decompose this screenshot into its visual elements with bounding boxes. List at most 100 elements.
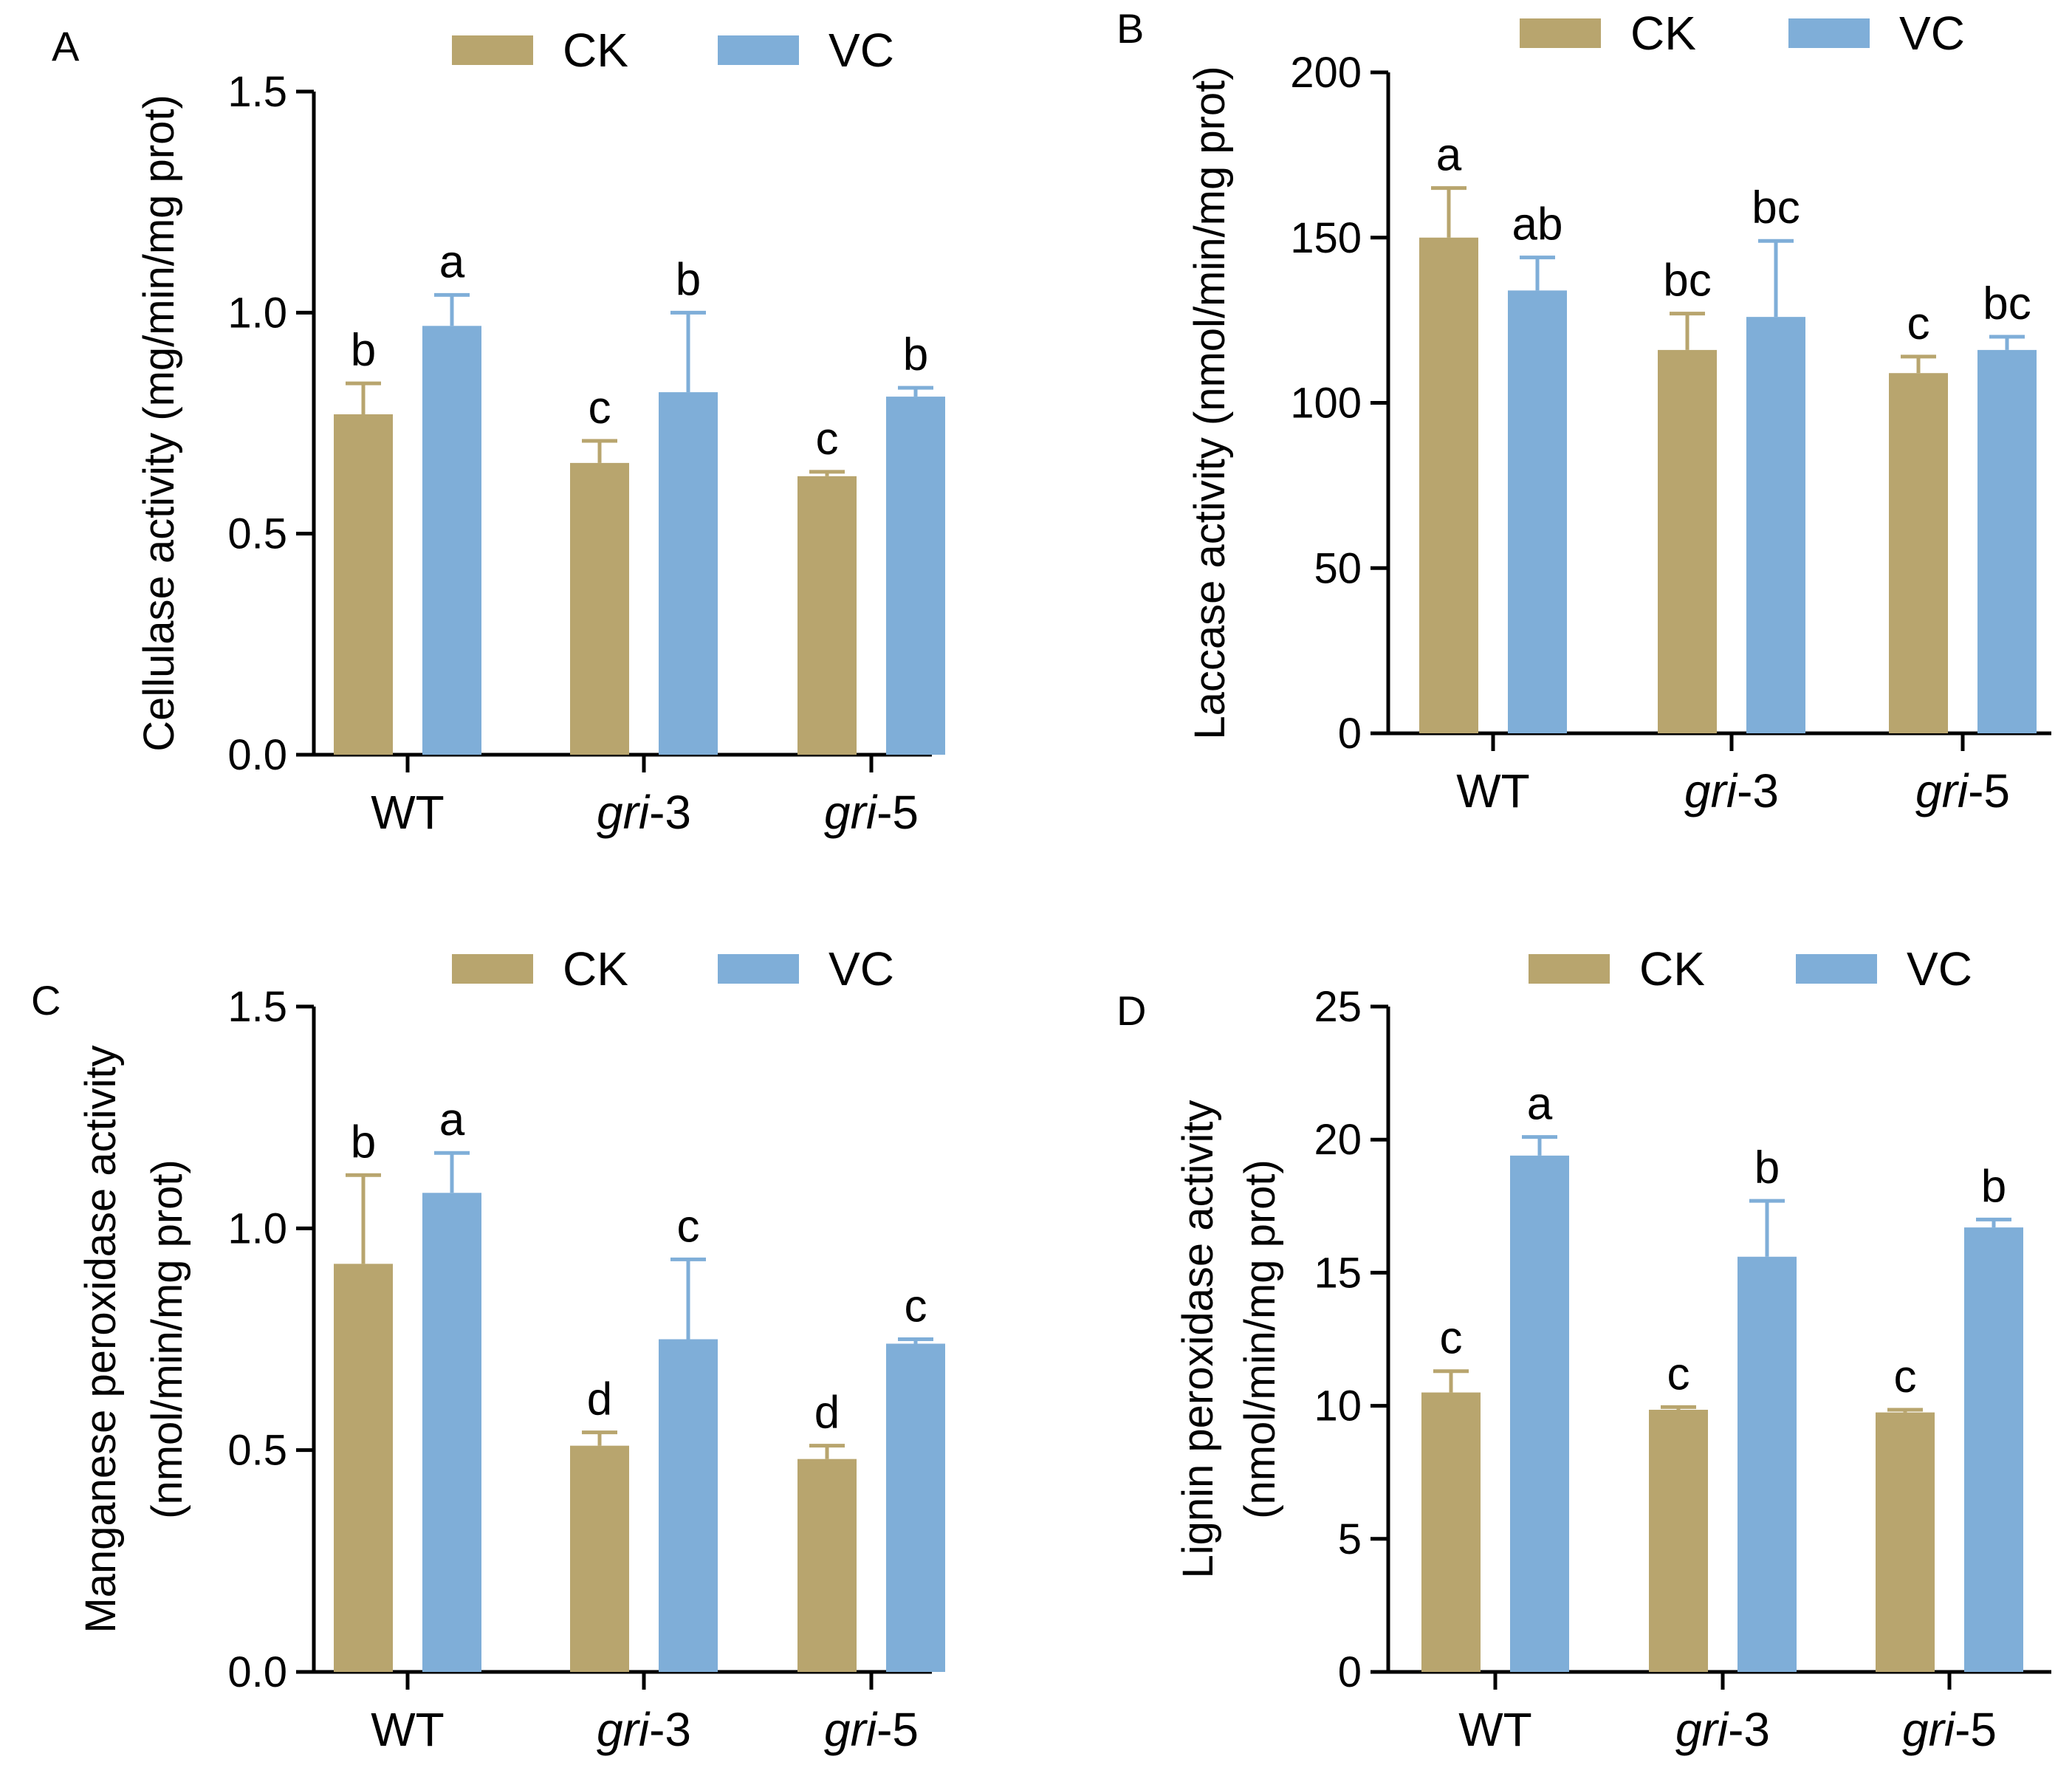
x-tick-label-italic: gri [824,786,878,839]
y-axis-label: Lignin peroxidase activity [1174,1100,1222,1578]
bar-vc [886,397,945,755]
y-axis-label: (nmol/min/mg prot) [1236,1159,1284,1519]
y-axis-label: Manganese peroxidase activity [77,1045,125,1633]
x-tick-label-italic: gri [597,786,651,839]
x-tick-label-plain: -5 [877,786,919,839]
significance-label: a [1527,1079,1553,1130]
legend-swatch-ck [1529,954,1610,984]
x-tick-label: gri-5 [824,786,919,839]
legend-swatch-ck [452,35,533,65]
bar-ck [1421,1392,1481,1672]
y-tick-label: 150 [1290,214,1362,262]
x-tick-label-italic: gri [824,1703,878,1756]
significance-label: bc [1663,256,1711,306]
x-tick-label-italic: gri [1675,1703,1729,1756]
x-tick-label-italic: gri [1684,764,1738,817]
legend-label-ck: CK [1630,7,1696,60]
bar-vc [1737,1256,1797,1672]
bar-ck [334,414,393,755]
y-tick-label: 15 [1314,1249,1362,1297]
bar-ck [797,476,857,755]
significance-label: a [439,1094,465,1145]
y-tick-label: 25 [1314,983,1362,1031]
significance-label: c [905,1281,927,1332]
x-tick-label-plain: -5 [1968,764,2010,817]
legend-label-vc: VC [829,24,894,77]
x-tick-label: gri-5 [1902,1703,1997,1756]
significance-label: b [676,254,701,305]
significance-label: c [1440,1313,1463,1364]
bar-vc [1964,1227,2023,1672]
bar-vc [886,1343,945,1672]
y-tick-label: 0 [1338,710,1362,758]
bar-vc [1510,1155,1569,1672]
significance-label: ab [1512,199,1563,250]
x-tick-label-plain: WT [1458,1703,1532,1756]
x-tick-label: WT [1458,1703,1532,1756]
legend-swatch-ck [1520,18,1601,48]
y-axis-label: (nmol/min/mg prot) [143,1159,191,1519]
panel-letter: A [52,23,80,69]
x-tick-label: WT [371,1703,445,1756]
chart-panel-d: D CK VC Lignin peroxidase activity (nmol/min… [1116,942,2051,1756]
significance-label: c [677,1201,700,1252]
y-tick-label: 50 [1314,544,1362,592]
x-tick-label: WT [1456,764,1530,817]
significance-label: a [1436,130,1462,181]
bar-ck [1889,373,1948,733]
y-tick-label: 100 [1290,380,1362,428]
y-tick-label: 5 [1338,1515,1362,1563]
y-tick-label: 20 [1314,1116,1362,1164]
significance-label: b [1981,1161,2006,1212]
y-tick-label: 0 [1338,1648,1362,1696]
significance-label: b [903,329,928,380]
bar-ck [334,1264,393,1672]
chart-panel-c: C CK VC Manganese peroxidase activity (nmol/… [31,942,945,1756]
x-tick-label-plain: -3 [1728,1703,1770,1756]
significance-label: d [587,1374,612,1425]
bar-vc [1977,349,2037,733]
x-tick-label-plain: WT [371,1703,445,1756]
y-tick-label: 10 [1314,1382,1362,1430]
legend-swatch-vc [718,954,799,984]
bar-ck [570,1445,629,1672]
x-tick-label-plain: -5 [877,1703,919,1756]
bar-vc [1508,290,1567,734]
legend-label-ck: CK [1639,942,1705,995]
x-tick-label: gri-5 [1915,764,2010,817]
legend-label-ck: CK [563,942,628,995]
y-tick-label: 200 [1290,49,1362,97]
legend-swatch-vc [1796,954,1877,984]
legend-label-vc: VC [1907,942,1972,995]
x-tick-label-plain: -3 [649,786,691,839]
x-tick-label-plain: -5 [1955,1703,1997,1756]
y-tick-label: 1.0 [227,289,287,337]
significance-label: bc [1983,278,2031,329]
bar-ck [1419,237,1478,733]
legend-swatch-vc [718,35,799,65]
significance-label: c [816,414,839,465]
bar-ck [797,1458,857,1672]
significance-label: b [351,1117,376,1168]
significance-label: d [814,1388,840,1439]
bar-ck [1649,1410,1708,1672]
x-tick-label-italic: gri [1915,764,1969,817]
bar-vc [1746,317,1805,733]
bar-vc [422,326,481,755]
y-tick-label: 1.5 [227,68,287,116]
y-tick-label: 1.5 [227,983,287,1031]
y-axis-label: Laccase activity (nmol/min/mg prot) [1186,66,1234,739]
bar-vc [659,392,718,755]
panel-letter: D [1116,987,1146,1034]
y-tick-label: 0.0 [227,1648,287,1696]
chart-panel-b: B CK VC Laccase activity (nmol/min/mg prot)… [1116,5,2051,817]
significance-label: c [1667,1348,1690,1399]
legend-swatch-vc [1788,18,1870,48]
significance-label: c [1894,1351,1917,1402]
panel-letter: C [31,977,61,1024]
panel-letter: B [1116,5,1144,52]
y-tick-label: 0.5 [227,510,287,558]
x-tick-label: gri-3 [1675,1703,1770,1756]
x-tick-label: gri-3 [597,1703,691,1756]
